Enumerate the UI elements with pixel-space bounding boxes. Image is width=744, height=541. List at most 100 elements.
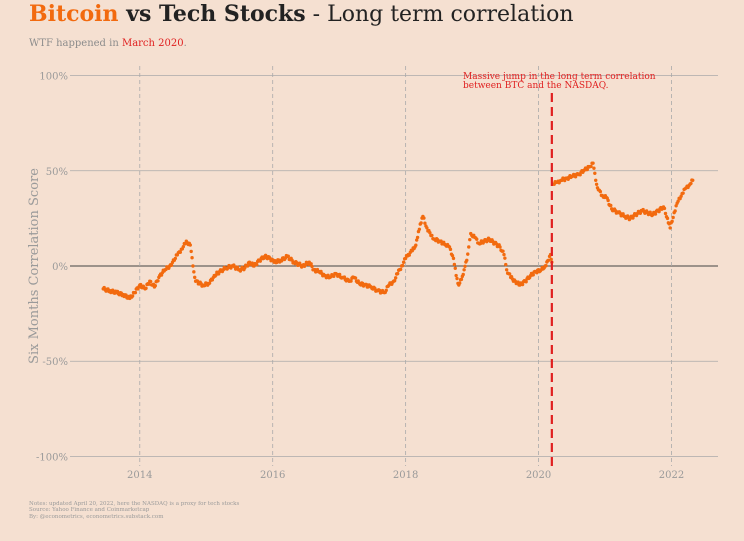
data-point-fill [673, 209, 677, 213]
data-point-fill [653, 212, 658, 216]
data-point-fill [450, 253, 455, 258]
data-point-fill [337, 272, 342, 277]
data-point-fill [657, 209, 661, 214]
data-point [459, 277, 464, 282]
data-point-fill [190, 256, 194, 260]
data-point-fill [349, 279, 353, 283]
data-point-fill [524, 280, 528, 284]
data-point [465, 258, 469, 262]
data-point-fill [342, 275, 347, 279]
data-point-fill [193, 275, 197, 280]
note-line-2: Source: Yahoo Finance and Coinmarketcap [29, 507, 150, 514]
subtitle-highlight: March 2020 [121, 38, 184, 49]
data-point-fill [195, 279, 200, 283]
data-point-fill [245, 264, 250, 268]
data-points [101, 161, 695, 301]
data-point-fill [531, 273, 535, 277]
data-point [207, 281, 212, 285]
data-point-fill [173, 256, 178, 261]
data-point-fill [662, 206, 667, 211]
data-point [676, 199, 680, 203]
title-tech-stocks: vs Tech Stocks [118, 1, 306, 27]
data-point-fill [419, 221, 423, 225]
grid-lines [70, 66, 718, 466]
data-point-fill [598, 189, 603, 194]
title-bitcoin: Bitcoin [29, 1, 119, 27]
data-point [691, 178, 695, 182]
data-point-fill [452, 262, 457, 267]
data-point-fill [153, 284, 157, 288]
data-point-fill [148, 279, 153, 284]
data-point [425, 226, 429, 230]
data-point-fill [457, 281, 462, 285]
data-point-fill [130, 294, 135, 298]
data-point-fill [384, 288, 388, 293]
data-point-fill [415, 238, 419, 242]
data-point-fill [214, 273, 218, 277]
data-point [454, 273, 458, 278]
data-point-fill [671, 215, 675, 220]
data-point [415, 235, 420, 240]
data-point-fill [414, 243, 418, 247]
data-point-fill [593, 171, 597, 175]
data-point-fill [258, 259, 263, 263]
data-point-fill [606, 198, 610, 203]
data-point-fill [393, 276, 398, 280]
data-point [665, 216, 670, 221]
data-point-fill [589, 164, 593, 169]
data-point-fill [578, 173, 582, 177]
chart-notes: Notes: updated April 20, 2022, here the … [29, 501, 239, 520]
data-point-fill [670, 219, 674, 224]
x-tick-label: 2022 [659, 470, 684, 481]
y-axis-label: Six Months Correlation Score [27, 168, 42, 364]
annotation-line-2: between BTC and the NASDAQ. [463, 81, 609, 91]
data-point [504, 268, 509, 272]
data-point-fill [507, 272, 512, 276]
data-point-fill [689, 181, 693, 186]
data-point-fill [535, 271, 539, 275]
note-line-3: By: @econometrics, econometrics.substack… [29, 513, 164, 520]
data-point-fill [516, 280, 520, 284]
data-point-fill [466, 252, 470, 256]
data-point-fill [423, 221, 427, 225]
title-suffix: - Long term correlation [305, 2, 574, 27]
annotation-line-1: Massive jump in the long term correlatio… [463, 72, 656, 82]
data-point-fill [663, 211, 668, 216]
data-point-fill [407, 253, 411, 257]
data-point-fill [461, 272, 465, 277]
data-point-fill [286, 254, 290, 258]
x-tick-label: 2020 [526, 470, 551, 481]
subtitle-prefix: WTF happened in [29, 38, 122, 49]
y-tick-label: -50% [42, 357, 68, 368]
chart-title: Bitcoin vs Tech Stocks - Long term corre… [29, 1, 574, 27]
data-point-fill [189, 249, 193, 254]
data-point-fill [585, 167, 589, 172]
data-point-fill [475, 237, 479, 241]
data-point-fill [138, 282, 143, 287]
data-point-fill [439, 239, 443, 243]
y-tick-labels: -100% -50% 0% 50% 100% [36, 72, 68, 464]
data-point [546, 258, 551, 262]
subtitle-suffix: . [183, 38, 187, 49]
data-point [594, 178, 598, 182]
data-point-fill [448, 247, 453, 252]
data-point-fill [463, 264, 467, 269]
data-point-fill [638, 211, 643, 215]
data-point-fill [428, 231, 432, 235]
data-point-fill [504, 262, 508, 267]
data-point-fill [124, 293, 128, 297]
data-point-fill [503, 256, 507, 260]
data-point-fill [430, 233, 434, 238]
x-tick-labels: 2014 2016 2018 2020 2022 [127, 470, 684, 481]
data-point-fill [144, 286, 148, 290]
y-tick-label: 100% [39, 72, 68, 83]
data-point-fill [156, 279, 160, 283]
data-point-fill [681, 191, 685, 195]
data-point-fill [468, 237, 472, 242]
data-point-fill [181, 244, 186, 249]
data-point-fill [250, 261, 254, 265]
data-point-fill [392, 279, 397, 283]
chart-subtitle: WTF happened in March 2020. [29, 38, 187, 49]
data-point-fill [192, 270, 196, 274]
